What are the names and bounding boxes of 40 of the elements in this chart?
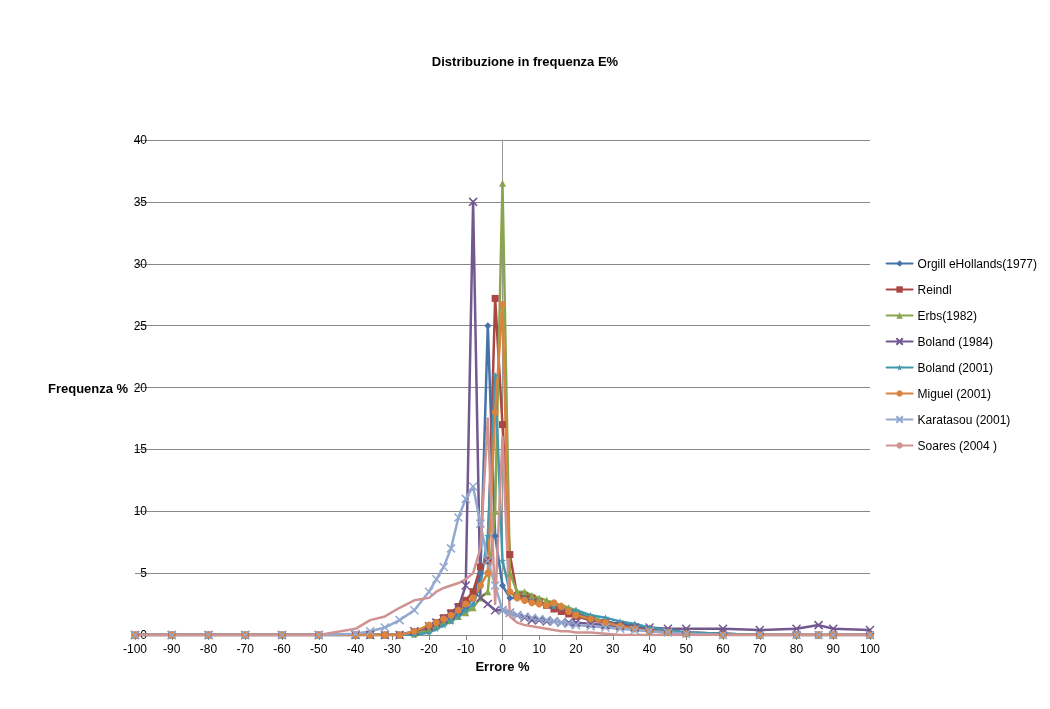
x-tick-label: 10 bbox=[532, 642, 547, 656]
x-tick-label: -90 bbox=[163, 642, 181, 656]
y-tick-label: 10 bbox=[133, 504, 148, 519]
y-tick-label: 15 bbox=[133, 442, 148, 457]
x-tick-label: -20 bbox=[420, 642, 438, 656]
x-tick-label: 100 bbox=[859, 642, 881, 656]
legend-label: Karatasou (2001) bbox=[917, 412, 1011, 427]
x-tick-label: -50 bbox=[310, 642, 328, 656]
legend-label: Boland (2001) bbox=[917, 360, 993, 375]
x-tick-label: -10 bbox=[457, 642, 475, 656]
y-tick-label: 40 bbox=[133, 133, 148, 147]
y-axis-title: Frequenza % bbox=[48, 381, 129, 396]
x-tick-label: 60 bbox=[716, 642, 730, 656]
y-tick-label: 20 bbox=[133, 380, 148, 395]
x-tick-label: -30 bbox=[383, 642, 402, 656]
legend-label: Miguel (2001) bbox=[917, 386, 991, 401]
x-tick-label: -70 bbox=[236, 642, 255, 656]
x-tick-label: 50 bbox=[679, 642, 694, 656]
legend-label: Boland (1984) bbox=[917, 334, 993, 349]
x-tick-label: 70 bbox=[753, 642, 767, 656]
legend-label: Erbs(1982) bbox=[917, 308, 977, 323]
x-tick-label: -60 bbox=[273, 642, 291, 656]
x-tick-label: 30 bbox=[606, 642, 620, 656]
y-tick-label: 35 bbox=[133, 194, 148, 209]
legend-label: Reindl bbox=[917, 282, 952, 297]
x-axis-title: Errore % bbox=[475, 658, 531, 674]
x-tick-label: 90 bbox=[826, 642, 841, 656]
x-tick-label: 20 bbox=[569, 642, 583, 656]
x-tick-label: 0 bbox=[499, 642, 507, 656]
x-tick-label: -80 bbox=[199, 642, 218, 656]
chart-title: Distribuzione in frequenza E% bbox=[431, 54, 619, 69]
legend-label: Orgill eHollands(1977) bbox=[917, 256, 1037, 271]
x-tick-label: 40 bbox=[642, 642, 657, 656]
y-tick-label: 30 bbox=[133, 256, 148, 271]
y-tick-label: 25 bbox=[133, 318, 148, 333]
legend-label: Soares (2004 ) bbox=[917, 438, 997, 453]
x-tick-label: -40 bbox=[346, 642, 365, 656]
x-tick-label: 80 bbox=[789, 642, 804, 656]
x-tick-label: -100 bbox=[122, 642, 148, 656]
y-tick-label: 5 bbox=[140, 566, 148, 581]
